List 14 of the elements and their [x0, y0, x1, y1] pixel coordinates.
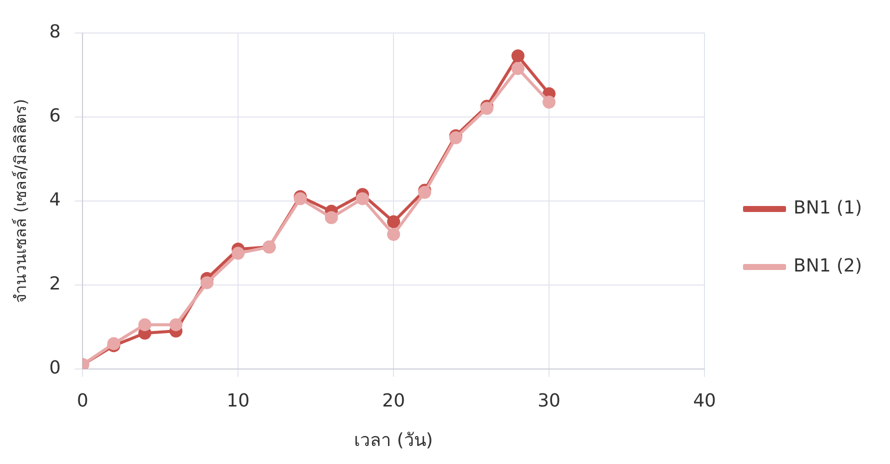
y-tick-label: 6: [49, 105, 61, 126]
x-tick-label: 10: [226, 390, 250, 412]
x-tick-label: 30: [538, 390, 561, 412]
legend-label: BN1 (2): [794, 256, 862, 277]
y-axis-title: จำนวนเซลล์ (เซลล์/มิลลิลิตร): [10, 98, 30, 303]
y-tick-label: 8: [49, 21, 61, 42]
x-axis-title: เวลา (วัน): [354, 430, 433, 451]
y-tick-label: 4: [49, 189, 61, 210]
y-tick-label: 0: [49, 357, 61, 378]
x-tick-label: 40: [693, 390, 716, 412]
legend-label: BN1 (1): [794, 198, 862, 219]
x-tick-label: 0: [76, 390, 88, 412]
x-tick-label: 20: [382, 390, 406, 412]
y-tick-label: 2: [49, 273, 61, 294]
